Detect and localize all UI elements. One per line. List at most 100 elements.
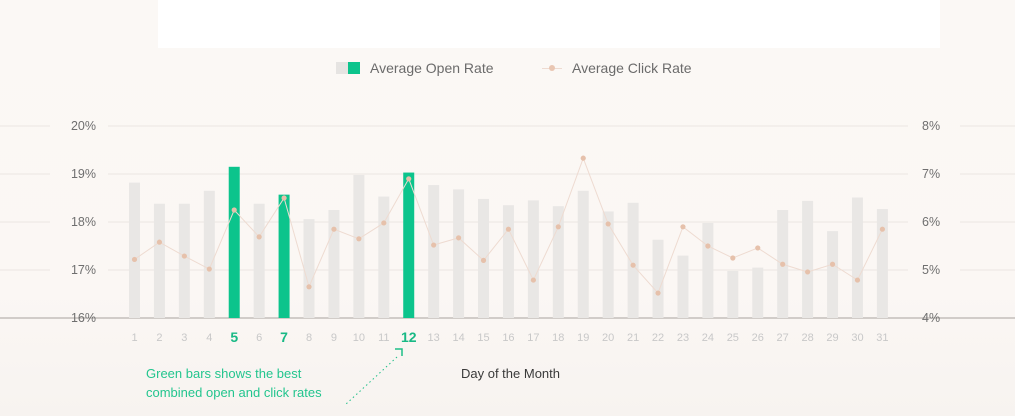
click-rate-point bbox=[131, 256, 138, 263]
x-tick-label-highlighted: 7 bbox=[280, 329, 288, 345]
x-tick-label: 15 bbox=[477, 332, 489, 344]
click-rate-point bbox=[306, 284, 312, 290]
click-rate-point bbox=[156, 239, 163, 245]
click-rate-point bbox=[854, 277, 861, 283]
legend-swatch-grey bbox=[336, 62, 348, 74]
x-tick-label: 2 bbox=[156, 332, 162, 344]
x-tick-label: 4 bbox=[206, 332, 212, 344]
click-rate-point bbox=[680, 224, 686, 230]
click-rate-point bbox=[480, 257, 487, 263]
x-tick-label: 30 bbox=[851, 332, 863, 344]
click-rate-point bbox=[530, 277, 536, 283]
annotation-corner-mark bbox=[395, 348, 403, 356]
click-rate-point bbox=[331, 226, 337, 232]
bar bbox=[303, 219, 315, 318]
bar-highlighted bbox=[278, 194, 290, 318]
x-axis-label: Day of the Month bbox=[461, 366, 560, 381]
click-rate-point bbox=[555, 224, 561, 230]
annotation-line-2: combined open and click rates bbox=[146, 385, 322, 400]
x-tick-label-highlighted: 12 bbox=[401, 329, 417, 345]
x-tick-label: 16 bbox=[502, 332, 514, 344]
bar bbox=[552, 206, 564, 318]
click-rate-point bbox=[505, 226, 512, 232]
click-rate-point bbox=[605, 221, 611, 227]
click-rate-point bbox=[805, 269, 811, 275]
bar bbox=[727, 270, 739, 318]
bar bbox=[851, 197, 863, 318]
left-tick-label: 16% bbox=[71, 311, 96, 325]
bar bbox=[453, 189, 465, 318]
click-rate-point bbox=[181, 253, 187, 259]
right-tick-label: 4% bbox=[922, 311, 940, 325]
x-tick-label: 17 bbox=[527, 332, 539, 344]
bar bbox=[378, 196, 390, 318]
x-tick-label-highlighted: 5 bbox=[230, 329, 238, 345]
bar bbox=[353, 174, 365, 318]
bar bbox=[153, 203, 165, 318]
click-rate-point bbox=[630, 262, 636, 268]
x-tick-label: 25 bbox=[727, 332, 739, 344]
annotation-dotted-line bbox=[344, 356, 398, 406]
click-rate-point bbox=[705, 243, 711, 249]
bar bbox=[627, 202, 639, 318]
click-rate-point bbox=[281, 195, 287, 201]
click-rate-point bbox=[755, 245, 761, 251]
legend-item-click-rate[interactable]: Average Click Rate bbox=[540, 57, 692, 79]
click-rate-point bbox=[356, 236, 362, 242]
legend-label-open-rate: Average Open Rate bbox=[370, 60, 494, 76]
bar bbox=[677, 255, 689, 318]
left-tick-label: 20% bbox=[71, 119, 96, 133]
click-rate-point bbox=[730, 255, 736, 261]
x-tick-label: 18 bbox=[552, 332, 564, 344]
right-tick-label: 8% bbox=[922, 119, 940, 133]
x-tick-label: 14 bbox=[452, 332, 464, 344]
click-rate-point bbox=[455, 235, 462, 241]
right-axis-ticks: 4% 5% 6% 7% 8% bbox=[922, 119, 940, 325]
top-card bbox=[158, 0, 940, 48]
click-rate-point bbox=[780, 261, 786, 267]
dots-layer bbox=[131, 155, 886, 296]
x-tick-label: 28 bbox=[801, 332, 813, 344]
bar bbox=[652, 239, 664, 318]
x-tick-label: 31 bbox=[876, 332, 888, 344]
x-tick-label: 23 bbox=[677, 332, 689, 344]
right-tick-label: 7% bbox=[922, 167, 940, 181]
bar-highlighted bbox=[228, 166, 240, 318]
bar bbox=[203, 190, 215, 318]
x-tick-label: 10 bbox=[353, 332, 365, 344]
x-axis-ticks: 1 2 3 4 5 6 7 8 9 10 11 12 13 14 15 16 17 18 19 20 21 22 23 24 2… bbox=[131, 329, 888, 345]
click-rate-point bbox=[655, 290, 661, 296]
bar bbox=[577, 190, 589, 318]
right-tick-label: 6% bbox=[922, 215, 940, 229]
legend-swatch-green bbox=[348, 62, 360, 74]
bar bbox=[428, 185, 440, 318]
click-rate-point bbox=[829, 261, 836, 267]
bar bbox=[752, 267, 764, 318]
x-tick-label: 11 bbox=[378, 332, 389, 344]
x-tick-label: 24 bbox=[702, 332, 714, 344]
click-rate-point bbox=[231, 207, 237, 213]
x-tick-label: 29 bbox=[826, 332, 838, 344]
left-tick-label: 17% bbox=[71, 263, 96, 277]
bar bbox=[129, 182, 140, 318]
x-tick-label: 1 bbox=[131, 332, 137, 344]
bar-highlighted bbox=[403, 172, 415, 318]
x-tick-label: 3 bbox=[181, 332, 187, 344]
right-tick-label: 5% bbox=[922, 263, 940, 277]
legend: Average Open Rate Average Click Rate bbox=[0, 57, 1015, 79]
annotation-line-1: Green bars shows the best bbox=[146, 366, 302, 381]
click-rate-point bbox=[206, 266, 212, 272]
x-tick-label: 21 bbox=[627, 332, 639, 344]
click-rate-point bbox=[256, 234, 262, 240]
x-tick-label: 13 bbox=[428, 332, 440, 344]
bar bbox=[802, 200, 814, 318]
x-tick-label: 9 bbox=[331, 332, 337, 344]
click-rate-point bbox=[381, 220, 387, 226]
bar bbox=[702, 222, 714, 318]
bar bbox=[178, 203, 190, 318]
x-tick-label: 19 bbox=[577, 332, 589, 344]
legend-item-open-rate[interactable]: Average Open Rate bbox=[336, 57, 494, 79]
bar bbox=[876, 209, 888, 318]
x-tick-label: 26 bbox=[752, 332, 764, 344]
